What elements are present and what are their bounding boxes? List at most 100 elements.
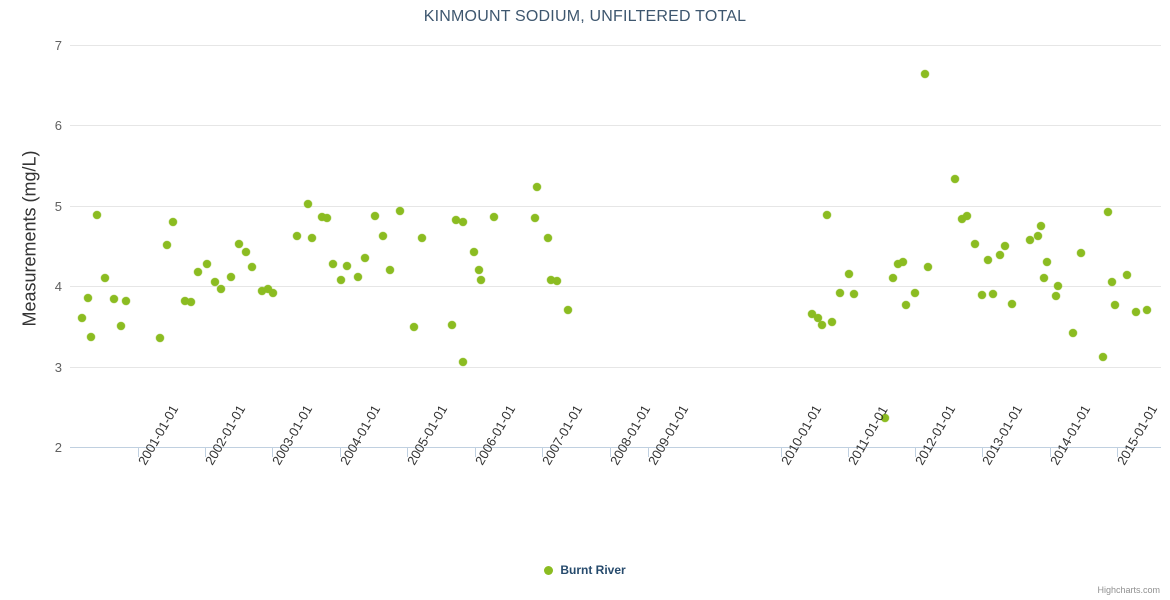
data-point[interactable] (78, 313, 86, 322)
data-point[interactable] (808, 309, 816, 318)
legend-item-burnt-river[interactable]: Burnt River (544, 563, 626, 577)
data-point[interactable] (187, 298, 195, 307)
data-point[interactable] (117, 322, 125, 331)
data-point[interactable] (87, 332, 95, 341)
data-point[interactable] (242, 247, 250, 256)
data-point[interactable] (889, 274, 897, 283)
data-point[interactable] (1123, 270, 1131, 279)
data-point[interactable] (996, 250, 1004, 259)
data-point[interactable] (1132, 307, 1140, 316)
data-point[interactable] (963, 212, 971, 221)
data-point[interactable] (84, 294, 92, 303)
data-point[interactable] (227, 273, 235, 282)
data-point[interactable] (1108, 278, 1116, 287)
data-point[interactable] (984, 256, 992, 265)
data-point[interactable] (477, 275, 485, 284)
data-point[interactable] (371, 212, 379, 221)
data-point[interactable] (1111, 300, 1119, 309)
data-point[interactable] (396, 206, 404, 215)
data-point[interactable] (902, 300, 910, 309)
data-point[interactable] (951, 175, 959, 184)
data-point[interactable] (264, 284, 272, 293)
data-point[interactable] (203, 259, 211, 268)
data-point[interactable] (553, 276, 561, 285)
data-point[interactable] (828, 318, 836, 327)
data-point[interactable] (181, 297, 189, 306)
data-point[interactable] (318, 213, 326, 222)
data-point[interactable] (470, 248, 478, 257)
data-point[interactable] (410, 323, 418, 332)
data-point[interactable] (989, 290, 997, 299)
data-point[interactable] (1008, 299, 1016, 308)
data-point[interactable] (269, 288, 277, 297)
data-point[interactable] (211, 278, 219, 287)
data-point[interactable] (459, 217, 467, 226)
data-point[interactable] (475, 266, 483, 275)
data-point[interactable] (818, 320, 826, 329)
data-point[interactable] (1040, 274, 1048, 283)
data-point[interactable] (531, 213, 539, 222)
data-point[interactable] (308, 233, 316, 242)
data-point[interactable] (217, 285, 225, 294)
data-point[interactable] (329, 259, 337, 268)
data-point[interactable] (163, 241, 171, 250)
data-point[interactable] (386, 266, 394, 275)
data-point[interactable] (459, 357, 467, 366)
data-point[interactable] (248, 262, 256, 271)
data-point[interactable] (845, 270, 853, 279)
data-point[interactable] (881, 414, 889, 423)
data-point[interactable] (894, 260, 902, 269)
data-point[interactable] (101, 274, 109, 283)
data-point[interactable] (361, 254, 369, 263)
data-point[interactable] (156, 334, 164, 343)
data-point[interactable] (1077, 249, 1085, 258)
data-point[interactable] (836, 289, 844, 298)
data-point[interactable] (911, 289, 919, 298)
data-point[interactable] (418, 233, 426, 242)
data-point[interactable] (899, 258, 907, 267)
data-point[interactable] (354, 272, 362, 281)
data-point[interactable] (1099, 352, 1107, 361)
data-point[interactable] (533, 183, 541, 192)
data-point[interactable] (452, 216, 460, 225)
data-point[interactable] (1104, 208, 1112, 217)
data-point[interactable] (235, 239, 243, 248)
data-point[interactable] (1001, 242, 1009, 250)
data-point[interactable] (1052, 291, 1060, 300)
data-point[interactable] (850, 290, 858, 299)
x-axis-tick (542, 448, 543, 457)
data-point[interactable] (921, 69, 929, 78)
data-point[interactable] (337, 275, 345, 284)
data-point[interactable] (1069, 328, 1077, 337)
data-point[interactable] (547, 275, 555, 284)
data-point[interactable] (169, 217, 177, 226)
data-point[interactable] (293, 231, 301, 240)
data-point[interactable] (194, 267, 202, 276)
data-point[interactable] (1143, 306, 1151, 315)
data-point[interactable] (448, 320, 456, 329)
data-point[interactable] (814, 314, 822, 323)
data-point[interactable] (924, 262, 932, 271)
data-point[interactable] (823, 211, 831, 220)
credits-link[interactable]: Highcharts.com (1097, 585, 1160, 595)
y-axis-tick-label: 2 (54, 440, 62, 455)
data-point[interactable] (1034, 232, 1042, 241)
data-point[interactable] (93, 211, 101, 220)
data-point[interactable] (1043, 258, 1051, 267)
data-point[interactable] (490, 213, 498, 222)
data-point[interactable] (978, 291, 986, 300)
data-point[interactable] (304, 200, 312, 209)
data-point[interactable] (971, 239, 979, 248)
data-point[interactable] (343, 262, 351, 271)
data-point[interactable] (564, 305, 572, 314)
data-point[interactable] (122, 296, 130, 305)
data-point[interactable] (544, 233, 552, 242)
data-point[interactable] (1054, 282, 1062, 291)
data-point[interactable] (379, 232, 387, 241)
data-point[interactable] (1026, 235, 1034, 244)
data-point[interactable] (110, 295, 118, 304)
data-point[interactable] (258, 287, 266, 296)
data-point[interactable] (958, 214, 966, 223)
data-point[interactable] (323, 213, 331, 222)
data-point[interactable] (1037, 221, 1045, 230)
